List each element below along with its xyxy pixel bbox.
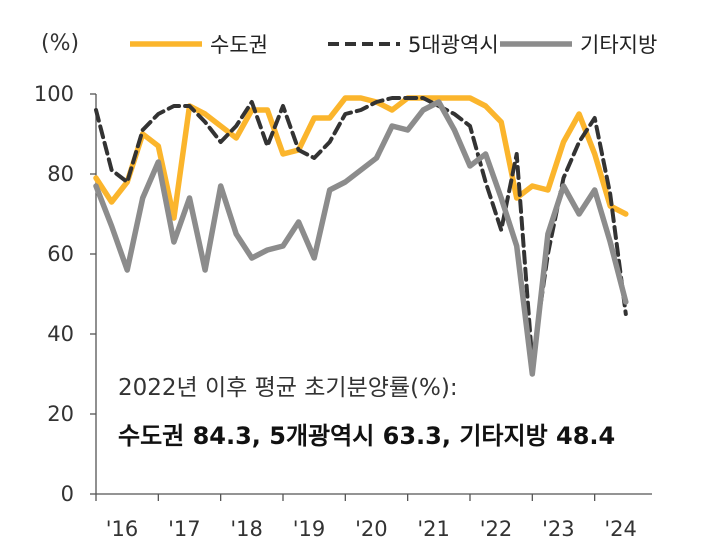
x-tick-label: '23 <box>542 517 575 541</box>
x-tick-label: '16 <box>106 517 139 541</box>
x-tick-label: '21 <box>417 517 450 541</box>
series-line-1 <box>93 95 629 221</box>
y-tick-label: 20 <box>47 402 74 426</box>
legend: 수도권 5대광역시 기타지방 <box>130 33 657 57</box>
x-tick-label: '22 <box>480 517 513 541</box>
annotation-line-1: 2022년 이후 평균 초기분양률(%): <box>118 375 458 401</box>
x-tick-label: '18 <box>230 517 263 541</box>
y-axis-unit-label: (%) <box>41 31 79 56</box>
series-line-3 <box>93 99 629 377</box>
annotation: 2022년 이후 평균 초기분양률(%): 수도권 84.3, 5개광역시 63… <box>118 375 615 450</box>
x-tick-label: '19 <box>293 517 326 541</box>
plot-lines <box>93 95 629 377</box>
y-tick-label: 60 <box>47 242 74 266</box>
x-tick-label: '20 <box>355 517 388 541</box>
x-tick-label: '24 <box>604 517 637 541</box>
axes: 0 20 40 60 80 100 (%) '16 '17 '18 '19 '20 '21 '22 '23 '… <box>34 31 652 541</box>
legend-label-3: 기타지방 <box>580 33 657 57</box>
y-tick-label: 80 <box>47 162 74 186</box>
y-tick-label: 0 <box>61 482 74 506</box>
legend-label-1: 수도권 <box>210 33 268 57</box>
y-tick-label: 40 <box>47 322 74 346</box>
annotation-line-2: 수도권 84.3, 5개광역시 63.3, 기타지방 48.4 <box>118 422 615 450</box>
y-tick-label: 100 <box>34 82 74 106</box>
legend-label-2: 5대광역시 <box>408 33 499 57</box>
x-tick-label: '17 <box>168 517 201 541</box>
